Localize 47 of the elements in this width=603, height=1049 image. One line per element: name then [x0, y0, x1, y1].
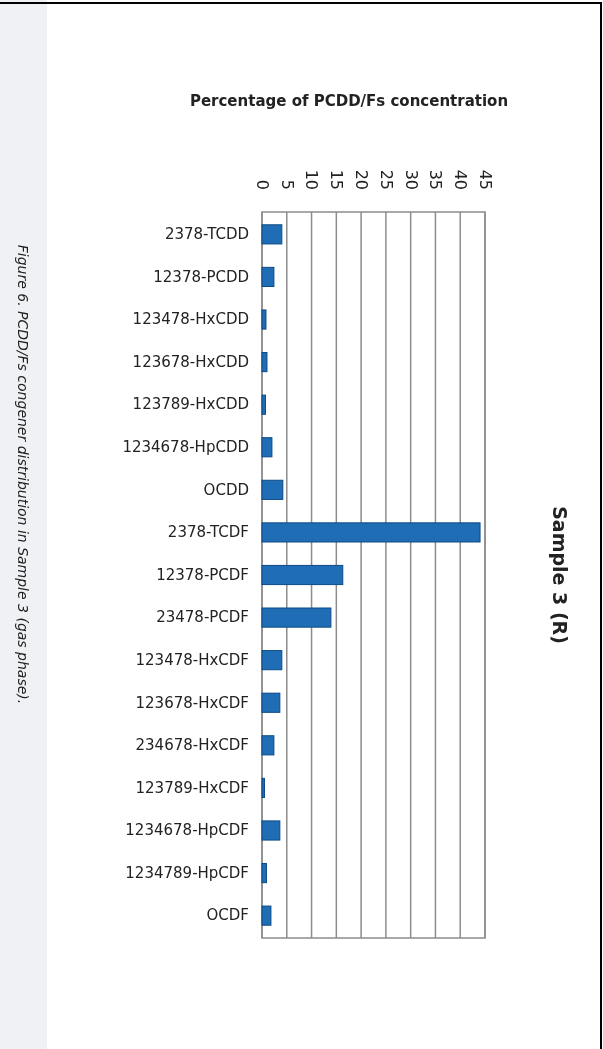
y-tick-label: 1234678-HpCDD [122, 438, 249, 457]
bar [261, 650, 283, 671]
x-tick-label: 45 [475, 169, 495, 190]
y-tick-label: 2378-TCDF [167, 523, 249, 542]
x-tick-label: 35 [426, 169, 446, 190]
y-tick-label: 123478-HxCDF [135, 650, 249, 669]
x-tick-label: 5 [277, 179, 297, 190]
y-tick-label: 1234678-HpCDF [125, 821, 249, 840]
bar [261, 735, 275, 756]
bar [261, 777, 265, 798]
bar [261, 607, 332, 628]
bar [261, 692, 281, 713]
y-tick-label: 123789-HxCDD [132, 395, 249, 414]
x-tick-label: 40 [451, 169, 471, 190]
bar [261, 352, 268, 373]
y-tick-label: OCDF [206, 906, 249, 925]
x-axis-title: Percentage of PCDD/Fs concentration [189, 92, 509, 110]
bar [261, 437, 273, 458]
bar [261, 862, 267, 884]
bar [261, 479, 284, 500]
x-tick-label: 30 [401, 169, 421, 190]
text: Sample 3 (R) [549, 506, 571, 644]
y-tick-label: 12378-PCDD [153, 267, 249, 286]
bar [261, 820, 281, 841]
y-tick-label: 12378-PCDF [156, 565, 249, 584]
bar [261, 905, 272, 926]
bar [261, 309, 267, 330]
y-tick-label: OCDD [203, 480, 249, 499]
bar [261, 522, 481, 543]
y-tick-label: 123678-HxCDF [135, 693, 249, 712]
x-tick-label: 15 [327, 169, 347, 190]
bar [261, 564, 344, 586]
y-tick-label: 123678-HxCDD [132, 352, 249, 371]
y-tick-label: 23478-PCDF [156, 608, 249, 627]
x-tick-label: 0 [252, 179, 272, 190]
y-tick-label: 123789-HxCDF [135, 778, 249, 797]
y-tick-label: 234678-HxCDF [135, 736, 249, 755]
x-tick-label: 10 [302, 169, 322, 190]
x-tick-label: 20 [352, 169, 372, 190]
bar [261, 394, 266, 415]
bar [261, 224, 283, 245]
y-tick-label: 1234789-HpCDF [125, 863, 249, 882]
bar [261, 266, 275, 288]
y-tick-label: 2378-TCDD [164, 225, 249, 244]
x-tick-label: 25 [376, 169, 396, 190]
y-tick-label: 123478-HxCDD [132, 310, 249, 329]
caption: Figure 6. PCDD/Fs congener distribution in Sample 3 (gas phase). [15, 244, 31, 705]
